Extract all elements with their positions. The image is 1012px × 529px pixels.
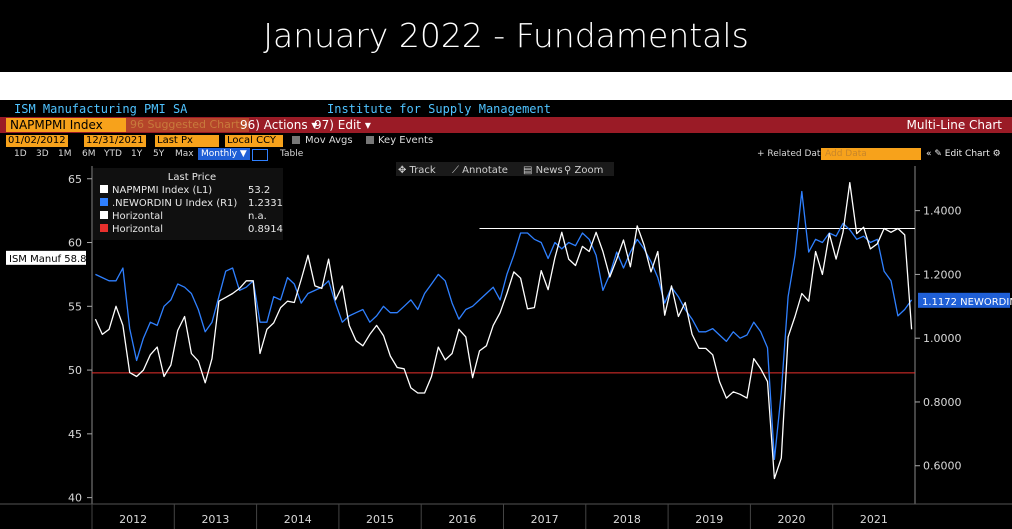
- zoom-button[interactable]: ⚲ Zoom: [564, 165, 603, 176]
- security-title: ISM Manufacturing PMI SA: [14, 102, 188, 116]
- right-value-tag: 1.1172 NEWORDIN: [922, 297, 1012, 308]
- header-row-title: ISM Manufacturing PMI SA Institute for S…: [0, 100, 1012, 117]
- left-tick-label: 40: [68, 492, 82, 505]
- news-button[interactable]: ▤ News: [523, 165, 563, 176]
- legend-swatch: [100, 224, 108, 232]
- table-button[interactable]: Table: [280, 149, 304, 159]
- period-3d[interactable]: 3D: [36, 149, 49, 159]
- right-tick-label: 1.0000: [923, 332, 962, 345]
- legend-value: n.a.: [248, 211, 267, 222]
- add-data-input[interactable]: Add Data: [821, 148, 921, 160]
- start-date-field[interactable]: 01/02/2012: [6, 135, 68, 147]
- period-ytd[interactable]: YTD: [104, 149, 122, 159]
- legend-value: 0.8914: [248, 224, 283, 235]
- related-data-button[interactable]: + Related Dat: [757, 149, 821, 159]
- actions-menu[interactable]: 96) Actions ▾: [240, 118, 318, 132]
- x-tick-label: 2013: [201, 513, 229, 526]
- x-tick-label: 2017: [531, 513, 559, 526]
- mov-avgs-checkbox[interactable]: [292, 136, 300, 144]
- suggested-charts-button[interactable]: 96 Suggested Charts: [126, 118, 250, 132]
- legend-label: Horizontal: [112, 211, 163, 222]
- slide-title: January 2022 - Fundamentals: [263, 16, 749, 55]
- legend-value: 1.2331: [248, 198, 283, 209]
- ticker-field[interactable]: NAPMPMI Index: [6, 118, 126, 132]
- left-value-tag: ISM Manuf 58.8: [9, 254, 87, 265]
- legend-label: Horizontal: [112, 224, 163, 235]
- period-5y[interactable]: 5Y: [153, 149, 165, 159]
- legend-label: .NEWORDIN U Index (R1): [112, 198, 237, 209]
- x-tick-label: 2019: [695, 513, 723, 526]
- header-row-periods: 1D 3D 1M 6M YTD 1Y 5Y Max Monthly ▼ Tabl…: [0, 148, 1012, 162]
- source-label: Institute for Supply Management: [327, 102, 551, 116]
- edit-menu[interactable]: 97) Edit ▾: [314, 118, 371, 132]
- chart-mode-label: Multi-Line Chart: [906, 118, 1002, 132]
- currency-select[interactable]: Local CCY: [225, 135, 283, 147]
- key-events-label: Key Events: [378, 135, 434, 146]
- period-6m[interactable]: 6M: [82, 149, 96, 159]
- legend-value: 53.2: [248, 185, 270, 196]
- left-value-tag-box: [6, 250, 86, 265]
- annotate-button[interactable]: ⟋ Annotate: [452, 165, 508, 176]
- right-tick-label: 1.2000: [923, 268, 962, 281]
- frequency-select[interactable]: Monthly ▼: [198, 148, 250, 160]
- mov-avgs-label: Mov Avgs: [305, 135, 353, 146]
- x-tick-label: 2015: [366, 513, 394, 526]
- header-row-dates: 01/02/2012 12/31/2021 Last Px Local CCY …: [0, 134, 1012, 148]
- track-button[interactable]: ✥ Track: [398, 165, 436, 176]
- right-tick-label: 0.6000: [923, 460, 962, 473]
- series-line--newordin-u-index: [95, 190, 913, 461]
- end-date-field[interactable]: 12/31/2021: [84, 135, 146, 147]
- left-tick-label: 45: [68, 428, 82, 441]
- bloomberg-chart-panel: ISM Manufacturing PMI SA Institute for S…: [0, 100, 1012, 529]
- price-field-select[interactable]: Last Px: [155, 135, 219, 147]
- period-max[interactable]: Max: [175, 149, 194, 159]
- left-tick-label: 60: [68, 237, 82, 250]
- period-1y[interactable]: 1Y: [131, 149, 143, 159]
- chart-area[interactable]: ✥ Track ⟋ Annotate ▤ News ⚲ Zoom 40 45 50 55 60…: [0, 162, 1012, 529]
- legend-swatch: [100, 211, 108, 219]
- edit-chart-button[interactable]: « ✎ Edit Chart ⚙: [926, 149, 1001, 159]
- x-tick-label: 2021: [860, 513, 888, 526]
- legend-label: NAPMPMI Index (L1): [112, 185, 212, 196]
- series-line-napmpmi-index: [94, 181, 913, 480]
- x-tick-label: 2012: [119, 513, 147, 526]
- line-chart-icon[interactable]: [252, 149, 268, 161]
- header-row-actions: NAPMPMI Index 96 Suggested Charts 96) Ac…: [0, 117, 1012, 133]
- x-tick-label: 2016: [448, 513, 476, 526]
- slide-title-band: January 2022 - Fundamentals: [0, 0, 1012, 72]
- x-tick-label: 2020: [778, 513, 806, 526]
- legend-swatch: [100, 185, 108, 193]
- period-1m[interactable]: 1M: [58, 149, 72, 159]
- legend-header: Last Price: [168, 172, 216, 183]
- left-tick-label: 65: [68, 173, 82, 186]
- x-tick-label: 2014: [284, 513, 312, 526]
- period-1d[interactable]: 1D: [14, 149, 27, 159]
- right-tick-label: 0.8000: [923, 396, 962, 409]
- left-tick-label: 55: [68, 300, 82, 313]
- x-tick-label: 2018: [613, 513, 641, 526]
- legend-box: [93, 168, 283, 240]
- right-tick-label: 1.4000: [923, 205, 962, 218]
- right-value-tag-box: [918, 292, 1010, 308]
- left-tick-label: 50: [68, 364, 82, 377]
- chart-toolbar: [396, 162, 614, 176]
- legend-swatch: [100, 198, 108, 206]
- key-events-checkbox[interactable]: [366, 136, 374, 144]
